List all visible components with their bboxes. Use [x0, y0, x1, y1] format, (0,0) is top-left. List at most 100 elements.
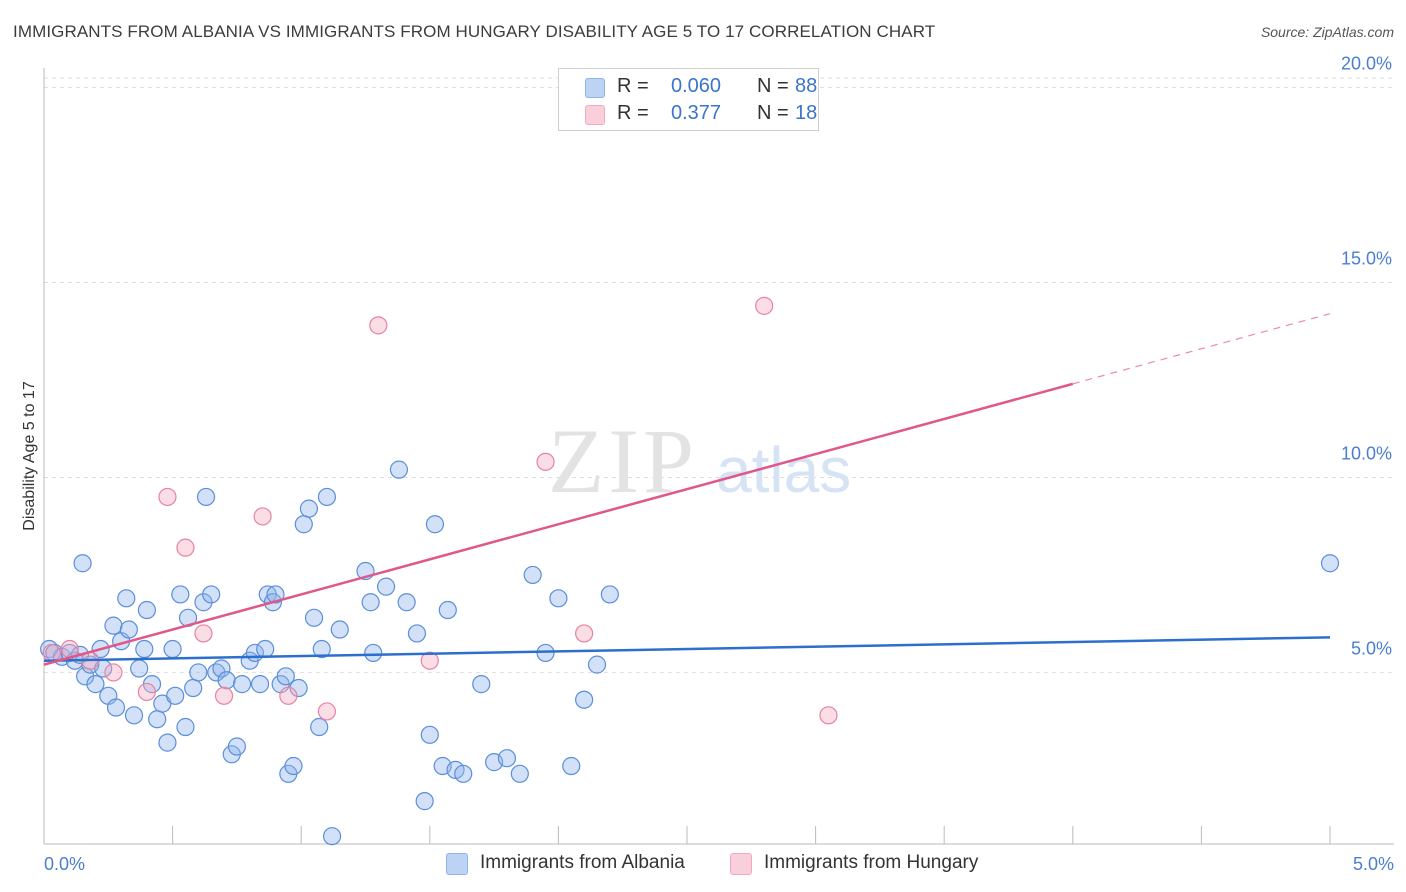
albania-point [310, 717, 329, 737]
watermark: ZIP atlas [548, 410, 851, 512]
albania-point [438, 600, 457, 620]
bottom-legend-swatch-albania [446, 853, 468, 875]
albania-point [163, 639, 182, 659]
albania-point [299, 499, 319, 518]
hungary-point [176, 538, 195, 557]
source-label: Source: ZipAtlas.com [1260, 24, 1394, 40]
watermark-zip: ZIP [548, 410, 698, 512]
albania-point [361, 593, 380, 612]
axes [43, 68, 1394, 845]
albania-point [510, 764, 529, 783]
legend-n-label: N = [757, 102, 789, 124]
hungary-trend-extension [1072, 313, 1331, 385]
albania-point [130, 659, 149, 678]
hungary-point [253, 507, 272, 526]
legend-r-label: R = [617, 102, 649, 124]
albania-point [158, 733, 177, 752]
y-axis-label: Disability Age 5 to 17 [21, 381, 38, 531]
albania-point [415, 792, 434, 811]
albania-point [294, 515, 313, 534]
albania-point [304, 608, 324, 627]
chart-title: IMMIGRANTS FROM ALBANIA VS IMMIGRANTS FR… [13, 22, 936, 41]
albania-point [284, 756, 303, 776]
hungary-point [279, 686, 298, 705]
albania-point [117, 589, 136, 608]
albania-point [217, 671, 236, 690]
trend-lines [43, 313, 1331, 666]
albania-point [119, 620, 138, 639]
albania-point [1320, 554, 1340, 573]
albania-point [376, 577, 396, 596]
hungary-point [819, 706, 838, 725]
albania-point [250, 675, 270, 694]
hungary-point [194, 624, 213, 643]
albania-point [256, 639, 275, 659]
albania-point [124, 706, 144, 725]
x-tick-label: 0.0% [44, 854, 85, 874]
albania-point [454, 764, 473, 783]
albania-point [135, 639, 154, 659]
legend-r-value: 0.060 [670, 75, 722, 97]
albania-point [276, 667, 295, 686]
albania-point [587, 655, 607, 674]
albania-point [176, 717, 195, 737]
y-tick-label: 10.0% [1341, 443, 1392, 463]
albania-point [312, 639, 331, 659]
albania-point [425, 515, 445, 534]
albania-point [562, 756, 581, 776]
albania-point [212, 659, 231, 678]
tick-labels: 5.0% 10.0% 15.0% 20.0% 0.0% 5.0% [44, 53, 1394, 874]
albania-point [194, 593, 213, 612]
hungary-trend-line [43, 382, 1074, 666]
watermark-atlas: atlas [716, 434, 851, 506]
hungary-point [369, 316, 388, 335]
hungary-point [158, 487, 177, 507]
albania-point [364, 643, 383, 663]
albania-point [171, 585, 190, 604]
albania-point [189, 663, 208, 682]
grid-lines [44, 77, 1394, 673]
albania-point [184, 678, 203, 698]
hungary-point [317, 702, 337, 721]
albania-point [322, 827, 342, 846]
x-tick-label: 5.0% [1353, 854, 1394, 874]
albania-point [523, 565, 542, 585]
hungary-point [214, 686, 234, 705]
albania-point [600, 585, 619, 604]
albania-point [497, 749, 517, 768]
hungary-point [42, 643, 61, 663]
albania-point [196, 487, 216, 507]
albania-point [549, 589, 568, 608]
albania-point [202, 585, 221, 604]
albania-point [575, 690, 594, 709]
albania-trend-line [43, 636, 1331, 662]
hungary-point [104, 663, 123, 682]
albania-point [420, 725, 439, 744]
albania-point [73, 554, 92, 573]
data-points [40, 296, 1340, 846]
y-tick-label: 15.0% [1341, 248, 1392, 268]
bottom-legend-label-hungary: Immigrants from Hungary [764, 852, 979, 873]
bottom-legend-label-albania: Immigrants from Albania [480, 852, 685, 873]
albania-point [472, 675, 491, 694]
albania-point [86, 675, 105, 694]
hungary-point [536, 452, 555, 471]
albania-point [106, 698, 126, 717]
albania-point [397, 593, 416, 612]
legend-swatch-albania [585, 78, 605, 98]
bottom-legend-swatch-hungary [730, 853, 752, 875]
hungary-point [137, 682, 156, 702]
albania-point [232, 675, 252, 694]
albania-point [389, 460, 409, 479]
albania-point [407, 624, 427, 643]
legend-r-value: 0.377 [670, 102, 722, 124]
y-tick-label: 20.0% [1341, 53, 1392, 73]
albania-point [166, 686, 185, 705]
albania-point [317, 487, 337, 507]
legend-n-label: N = [757, 75, 789, 97]
albania-point [266, 585, 285, 604]
albania-point [227, 737, 246, 756]
albania-point [137, 600, 156, 620]
legend: R = 0.060 N = 88 R = 0.377 N = 18 [558, 68, 819, 131]
